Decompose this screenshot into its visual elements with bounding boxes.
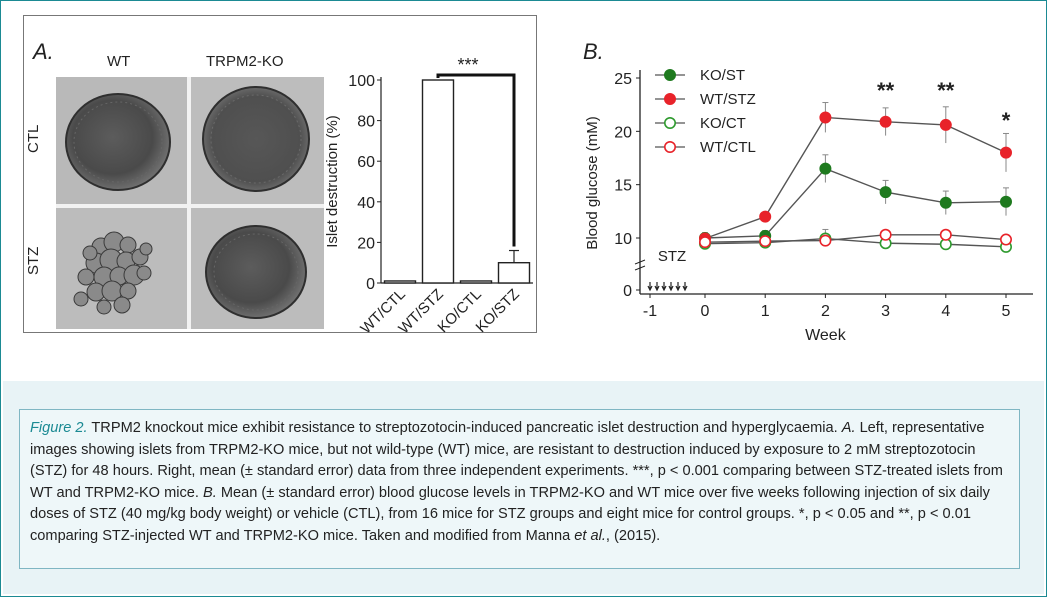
point-wt-stz <box>759 210 772 223</box>
column-label-trpm2-ko: TRPM2-KO <box>206 53 284 70</box>
point-wt-stz <box>999 146 1012 159</box>
figure-area: A. WT TRPM2-KO CTL STZ <box>3 3 1044 381</box>
line-y-tick-label: 0 <box>623 283 632 300</box>
row-label-stz: STZ <box>25 246 42 275</box>
column-label-wt: WT <box>107 53 131 70</box>
point-wt-stz <box>819 111 832 124</box>
point-wt-stz <box>939 118 952 131</box>
stz-injection-label: STZ <box>658 248 686 265</box>
point-ko-st <box>819 162 832 175</box>
series-line-ko-ct <box>704 237 1007 248</box>
bar-y-tick-label: 40 <box>357 195 375 212</box>
legend-label-wt-stz: WT/STZ <box>700 91 756 108</box>
point-wt-ctl <box>699 236 712 249</box>
significance-bracket <box>436 73 516 247</box>
point-ko-st <box>939 196 952 209</box>
point-wt-ctl <box>759 235 772 248</box>
stz-injection-arrow <box>682 282 688 292</box>
line-y-tick-label: 20 <box>614 124 632 141</box>
line-y-tick-label: 25 <box>614 71 632 88</box>
caption-end: , (2015). <box>605 527 661 544</box>
series-line-wt-stz <box>704 116 1007 240</box>
legend-label-wt-ctl: WT/CTL <box>700 139 756 156</box>
line-x-tick-label: 0 <box>701 303 710 320</box>
bar-ko-ctl <box>459 280 493 284</box>
caption-band: Figure 2. TRPM2 knockout mice exhibit re… <box>3 381 1044 594</box>
figure-caption: Figure 2. TRPM2 knockout mice exhibit re… <box>19 409 1020 569</box>
legend-marker-ko-ct <box>664 116 677 129</box>
legend-marker-wt-stz <box>664 92 677 105</box>
stz-injection-arrow <box>668 282 674 292</box>
bar-ko-stz <box>497 261 531 284</box>
stz-injection-arrow <box>675 282 681 292</box>
line-y-tick-label: 10 <box>614 231 632 248</box>
point-wt-ctl <box>939 228 952 241</box>
row-label-ctl: CTL <box>25 124 42 153</box>
bar-y-tick-label: 80 <box>357 114 375 131</box>
point-wt-ctl <box>819 234 832 247</box>
caption-part-a-label: A. <box>841 420 856 436</box>
legend-label-ko-st: KO/ST <box>700 67 745 84</box>
line-x-tick-label: 3 <box>881 303 890 320</box>
axis-break <box>634 259 646 271</box>
bar-y-tick-label: 0 <box>366 276 375 293</box>
caption-figure-label: Figure 2. <box>30 420 88 436</box>
bar-wt-stz <box>421 79 455 284</box>
point-wt-ctl <box>879 228 892 241</box>
point-ko-st <box>999 195 1012 208</box>
islet-micrograph-grid <box>56 77 324 329</box>
stz-injection-arrow <box>661 282 667 292</box>
caption-title: TRPM2 knockout mice exhibit resistance t… <box>87 420 842 436</box>
line-x-tick-label: 2 <box>821 303 830 320</box>
line-x-tick-label: 5 <box>1002 303 1011 320</box>
line-y-tick-label: 15 <box>614 178 632 195</box>
stz-injection-arrow <box>647 282 653 292</box>
significance-annotation: * <box>1002 108 1011 133</box>
point-wt-ctl <box>999 233 1012 246</box>
significance-stars: *** <box>457 55 478 75</box>
bar-y-tick-label: 60 <box>357 154 375 171</box>
panel-b-letter: B. <box>583 39 604 64</box>
bar-wt-ctl <box>383 280 417 284</box>
line-x-tick-label: -1 <box>643 303 657 320</box>
legend-marker-ko-st <box>664 69 677 81</box>
point-wt-stz <box>879 115 892 128</box>
caption-et-al: et al. <box>574 527 606 544</box>
caption-part-a-text: Left, representative images showing isle… <box>30 420 1003 501</box>
stz-injection-arrow <box>654 282 660 292</box>
caption-part-b-label: B. <box>203 484 217 501</box>
legend-marker-wt-ctl <box>664 141 677 154</box>
bar-y-tick-label: 20 <box>357 235 375 252</box>
series-line-ko-st <box>704 167 1007 239</box>
series-line-wt-ctl <box>704 234 1007 243</box>
line-x-tick-label: 4 <box>941 303 950 320</box>
legend-label-ko-ct: KO/CT <box>700 115 746 132</box>
line-y-axis-label: Blood glucose (mM) <box>584 116 601 249</box>
line-x-axis-label: Week <box>805 327 847 344</box>
line-x-tick-label: 1 <box>761 303 770 320</box>
significance-annotation: ** <box>937 78 955 103</box>
bar-y-axis-label: Islet destruction (%) <box>324 115 341 248</box>
panel-a-letter: A. <box>33 39 54 64</box>
panel-a-frame <box>23 15 537 333</box>
significance-annotation: ** <box>877 78 895 103</box>
blood-glucose-line-chart: 0 10 15 20 25 Blood glucose (mM) -1 0 1 2 3 4 5 Week S… <box>584 67 1033 344</box>
caption-part-b-text: Mean (± standard error) blood glucose le… <box>30 484 990 544</box>
bar-y-tick-label: 100 <box>348 73 375 90</box>
point-ko-st <box>879 186 892 199</box>
